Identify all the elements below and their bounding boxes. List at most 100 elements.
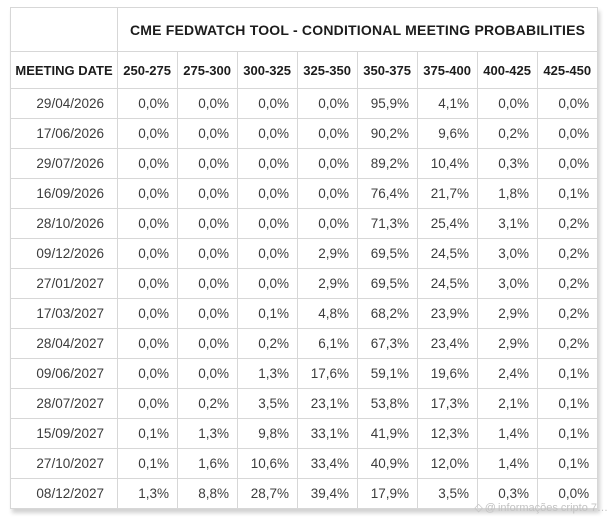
probability-cell: 0,0%: [117, 118, 178, 149]
table-row: 28/07/2027 0,0% 0,2% 3,5% 23,1% 53,8% 17,3% 2,1…: [10, 388, 599, 419]
probability-cell: 33,1%: [297, 418, 358, 449]
probability-cell: 19,6%: [417, 358, 478, 389]
meeting-date-cell: 09/06/2027: [10, 358, 118, 389]
probability-cell: 1,6%: [177, 448, 238, 479]
table-row: 15/09/2027 0,1% 1,3% 9,8% 33,1% 41,9% 12,3% 1,4…: [10, 418, 599, 449]
meeting-date-cell: 28/07/2027: [10, 388, 118, 419]
meeting-date-cell: 28/04/2027: [10, 328, 118, 359]
probability-cell: 59,1%: [357, 358, 418, 389]
probability-cell: 89,2%: [357, 148, 418, 179]
meeting-date-column-header: MEETING DATE: [10, 51, 118, 89]
probability-cell: 0,2%: [177, 388, 238, 419]
probability-cell: 0,2%: [237, 328, 298, 359]
probability-cell: 76,4%: [357, 178, 418, 209]
rate-header-250-275: 250-275: [117, 51, 178, 89]
probability-cell: 8,8%: [177, 478, 238, 509]
probability-cell: 40,9%: [357, 448, 418, 479]
probability-cell: 0,3%: [477, 148, 538, 179]
probability-cell: 2,9%: [297, 238, 358, 269]
table-row: 09/06/2027 0,0% 0,0% 1,3% 17,6% 59,1% 19,6% 2,4…: [10, 358, 599, 389]
probability-cell: 90,2%: [357, 118, 418, 149]
probability-cell: 2,9%: [297, 268, 358, 299]
meeting-date-cell: 27/10/2027: [10, 448, 118, 479]
probability-cell: 0,0%: [177, 358, 238, 389]
probability-cell: 33,4%: [297, 448, 358, 479]
probability-cell: 69,5%: [357, 238, 418, 269]
probability-cell: 0,0%: [177, 118, 238, 149]
probability-cell: 3,5%: [417, 478, 478, 509]
probability-cell: 0,0%: [237, 178, 298, 209]
probability-cell: 17,6%: [297, 358, 358, 389]
probability-cell: 0,0%: [117, 208, 178, 239]
probability-cell: 67,3%: [357, 328, 418, 359]
table-title: CME FEDWATCH TOOL - CONDITIONAL MEETING …: [116, 7, 599, 52]
rate-header-300-325: 300-325: [237, 51, 298, 89]
probability-cell: 23,1%: [297, 388, 358, 419]
probability-cell: 0,0%: [117, 328, 178, 359]
probability-cell: 0,0%: [237, 118, 298, 149]
probability-cell: 39,4%: [297, 478, 358, 509]
probability-cell: 0,0%: [297, 148, 358, 179]
rate-header-400-425: 400-425: [477, 51, 538, 89]
watermark-text: informações cripto 7…: [497, 502, 608, 514]
rate-header-275-300: 275-300: [177, 51, 238, 89]
probability-cell: 0,1%: [536, 358, 599, 389]
probability-cell: 0,0%: [117, 178, 178, 209]
diamond-icon: ◇: [474, 502, 483, 514]
table-body: 29/04/2026 0,0% 0,0% 0,0% 0,0% 95,9% 4,1% 0,0% 0…: [10, 88, 599, 509]
probability-cell: 3,5%: [237, 388, 298, 419]
probability-cell: 0,0%: [177, 208, 238, 239]
probability-cell: 0,1%: [117, 448, 178, 479]
rate-header-375-400: 375-400: [417, 51, 478, 89]
probability-cell: 0,0%: [177, 328, 238, 359]
probability-cell: 0,0%: [117, 298, 178, 329]
probability-cell: 0,0%: [297, 208, 358, 239]
meeting-date-cell: 27/01/2027: [10, 268, 118, 299]
probability-cell: 3,0%: [477, 268, 538, 299]
table-row: 29/04/2026 0,0% 0,0% 0,0% 0,0% 95,9% 4,1% 0,0% 0…: [10, 88, 599, 119]
probability-cell: 0,1%: [536, 388, 599, 419]
probability-cell: 1,3%: [177, 418, 238, 449]
probability-cell: 0,0%: [177, 148, 238, 179]
meeting-date-cell: 17/03/2027: [10, 298, 118, 329]
table-row: 17/03/2027 0,0% 0,0% 0,1% 4,8% 68,2% 23,9% 2,9%…: [10, 298, 599, 329]
title-row: CME FEDWATCH TOOL - CONDITIONAL MEETING …: [10, 7, 599, 52]
meeting-date-cell: 17/06/2026: [10, 118, 118, 149]
meeting-date-cell: 16/09/2026: [10, 178, 118, 209]
at-icon: @: [484, 502, 496, 514]
table-row: 09/12/2026 0,0% 0,0% 0,0% 2,9% 69,5% 24,5% 3,0%…: [10, 238, 599, 269]
meeting-date-cell: 28/10/2026: [10, 208, 118, 239]
probability-cell: 41,9%: [357, 418, 418, 449]
probability-cell: 0,0%: [117, 388, 178, 419]
probability-cell: 2,4%: [477, 358, 538, 389]
probability-cell: 0,0%: [117, 268, 178, 299]
rate-header-350-375: 350-375: [357, 51, 418, 89]
meeting-date-cell: 29/04/2026: [10, 88, 118, 119]
fedwatch-probabilities-table: CME FEDWATCH TOOL - CONDITIONAL MEETING …: [10, 7, 599, 509]
table-row: 28/04/2027 0,0% 0,0% 0,2% 6,1% 67,3% 23,4% 2,9%…: [10, 328, 599, 359]
probability-cell: 0,0%: [477, 88, 538, 119]
probability-cell: 4,8%: [297, 298, 358, 329]
probability-cell: 28,7%: [237, 478, 298, 509]
probability-cell: 0,3%: [477, 478, 538, 509]
table-row: 16/09/2026 0,0% 0,0% 0,0% 0,0% 76,4% 21,7% 1,8%…: [10, 178, 599, 209]
probability-cell: 0,0%: [177, 268, 238, 299]
probability-cell: 10,4%: [417, 148, 478, 179]
probability-cell: 24,5%: [417, 238, 478, 269]
probability-cell: 0,0%: [237, 268, 298, 299]
probability-cell: 6,1%: [297, 328, 358, 359]
probability-cell: 23,9%: [417, 298, 478, 329]
corner-cell: [10, 7, 118, 52]
probability-cell: 0,0%: [177, 178, 238, 209]
probability-cell: 0,0%: [177, 238, 238, 269]
table-row: 27/01/2027 0,0% 0,0% 0,0% 2,9% 69,5% 24,5% 3,0%…: [10, 268, 599, 299]
watermark: ◇ @ informações cripto 7…: [474, 501, 608, 514]
table-row: 29/07/2026 0,0% 0,0% 0,0% 0,0% 89,2% 10,4% 0,3%…: [10, 148, 599, 179]
probability-cell: 71,3%: [357, 208, 418, 239]
probability-cell: 1,4%: [477, 448, 538, 479]
probability-cell: 0,0%: [297, 178, 358, 209]
probability-cell: 21,7%: [417, 178, 478, 209]
probability-cell: 17,3%: [417, 388, 478, 419]
table-row: 08/12/2027 1,3% 8,8% 28,7% 39,4% 17,9% 3,5% 0,3…: [10, 478, 599, 509]
probability-cell: 0,2%: [536, 268, 599, 299]
